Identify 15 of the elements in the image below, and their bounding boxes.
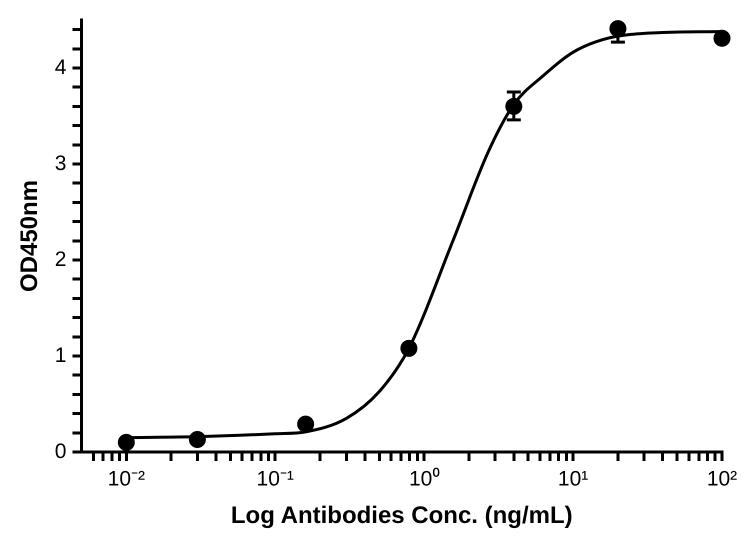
y-tick-label: 0 xyxy=(54,440,66,463)
y-tick-label: 4 xyxy=(54,56,67,79)
x-tick-label: 10⁰ xyxy=(408,467,440,490)
y-tick-label: 3 xyxy=(54,152,66,175)
point xyxy=(714,30,730,47)
x-tick-label: 10⁻² xyxy=(108,467,145,490)
x-tick-label: 10² xyxy=(706,467,738,490)
x-tick-label: 10⁻¹ xyxy=(256,467,294,490)
y-axis-title: OD450nm xyxy=(16,180,44,292)
point xyxy=(297,416,314,433)
x-axis-title: Log Antibodies Conc. (ng/mL) xyxy=(230,502,573,530)
y-tick-label: 2 xyxy=(54,248,66,271)
point xyxy=(400,340,418,357)
y-tick-label: 1 xyxy=(54,344,66,367)
x-tick-label: 10¹ xyxy=(558,467,588,490)
